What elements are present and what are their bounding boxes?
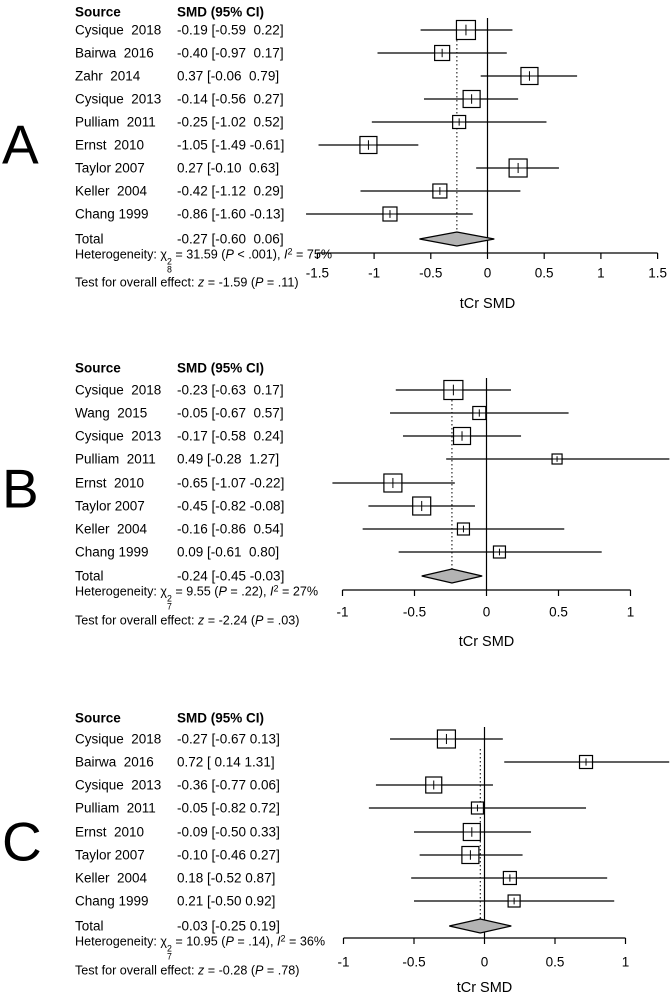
study-smd-ci-value: 0.49 [-0.28 1.27] [177,451,280,467]
study-source-label: Zahr 2014 [75,68,141,84]
x-axis-tick-label: -1 [337,954,350,970]
x-axis-tick-label: 0 [483,265,492,281]
study-source-label: Cysique 2013 [75,428,162,444]
x-axis-title: tCr SMD [458,633,515,650]
column-header-smd-c: SMD (95% CI) [177,710,265,726]
study-smd-ci-value: 0.21 [-0.50 0.92] [177,893,276,909]
study-smd-ci-value: -0.25 [-1.02 0.52] [177,114,284,130]
study-smd-ci-value: -0.45 [-0.82 -0.08] [177,498,285,514]
column-header-source-c: Source [75,710,121,726]
study-smd-ci-value: 0.18 [-0.52 0.87] [177,870,276,886]
study-source-label: Ernst 2010 [75,137,145,153]
x-axis-tick-label: -1 [336,604,349,620]
study-smd-ci-value: -0.40 [-0.97 0.17] [177,45,284,61]
panel-letter-b: B [2,457,39,520]
study-smd-ci-value: 0.09 [-0.61 0.80] [177,544,280,560]
study-source-label: Ernst 2010 [75,475,145,491]
study-source-label: Cysique 2018 [75,731,162,747]
total-label: Total [75,918,104,934]
x-axis-tick-label: -0.5 [419,265,443,281]
study-source-label: Keller 2004 [75,870,148,886]
study-source-label: Chang 1999 [75,544,149,560]
total-smd-ci-value: -0.27 [-0.60 0.06] [177,231,284,247]
overall-effect-test: Test for overall effect: z = -1.59 (P = … [75,275,299,290]
study-source-label: Cysique 2013 [75,91,162,107]
total-label: Total [75,568,104,584]
total-label: Total [75,231,104,247]
column-header-source-b: Source [75,360,121,376]
study-smd-ci-value: -0.05 [-0.82 0.72] [177,800,280,816]
overall-effect-test: Test for overall effect: z = -2.24 (P = … [75,613,300,628]
study-source-label: Bairwa 2016 [75,45,154,61]
column-header-smd-b: SMD (95% CI) [177,360,265,376]
x-axis-title: tCr SMD [459,295,516,312]
column-header-source-a: Source [75,4,121,20]
x-axis-tick-label: -1 [368,265,381,281]
study-source-label: Chang 1999 [75,206,149,222]
x-axis-tick-label: 1.5 [648,265,667,281]
study-source-label: Cysique 2018 [75,382,162,398]
panel-letter-c: C [2,810,42,873]
study-smd-ci-value: -1.05 [-1.49 -0.61] [177,137,285,153]
study-source-label: Keller 2004 [75,521,148,537]
study-source-label: Taylor 2007 [75,498,145,514]
x-axis-tick-label: 0 [482,604,491,620]
study-source-label: Bairwa 2016 [75,754,154,770]
study-smd-ci-value: -0.36 [-0.77 0.06] [177,777,280,793]
study-source-label: Wang 2015 [75,405,148,421]
x-axis-title: tCr SMD [456,979,513,996]
x-axis-tick-label: 0.5 [534,265,554,281]
x-axis-tick-label: 0 [480,954,489,970]
study-smd-ci-value: -0.05 [-0.67 0.57] [177,405,284,421]
study-source-label: Ernst 2010 [75,824,145,840]
x-axis-tick-label: -1.5 [305,265,330,281]
x-axis-tick-label: -0.5 [402,604,427,620]
x-axis-tick-label: 1 [626,604,635,620]
study-smd-ci-value: -0.27 [-0.67 0.13] [177,731,280,747]
study-smd-ci-value: -0.23 [-0.63 0.17] [177,382,284,398]
study-source-label: Keller 2004 [75,183,148,199]
pooled-diamond [449,918,512,934]
study-smd-ci-value: 0.27 [-0.10 0.63] [177,160,280,176]
study-smd-ci-value: -0.19 [-0.59 0.22] [177,22,284,38]
study-smd-ci-value: -0.10 [-0.46 0.27] [177,847,280,863]
x-axis-tick-label: 0.5 [549,604,568,620]
panel-letter-a: A [2,113,39,176]
study-source-label: Pulliam 2011 [75,800,156,816]
study-smd-ci-value: -0.14 [-0.56 0.27] [177,91,284,107]
total-smd-ci-value: -0.24 [-0.45 -0.03] [177,568,285,584]
study-smd-ci-value: -0.09 [-0.50 0.33] [177,824,280,840]
study-source-label: Cysique 2018 [75,22,162,38]
study-source-label: Pulliam 2011 [75,114,156,130]
study-source-label: Taylor 2007 [75,847,145,863]
study-source-label: Chang 1999 [75,893,149,909]
x-axis-tick-label: 0.5 [545,954,565,970]
column-header-smd-a: SMD (95% CI) [177,4,265,20]
study-smd-ci-value: 0.72 [ 0.14 1.31] [177,754,275,770]
study-smd-ci-value: -0.16 [-0.86 0.54] [177,521,284,537]
study-source-label: Cysique 2013 [75,777,162,793]
total-smd-ci-value: -0.03 [-0.25 0.19] [177,918,280,934]
study-source-label: Taylor 2007 [75,160,145,176]
x-axis-tick-label: -0.5 [402,954,426,970]
study-smd-ci-value: -0.65 [-1.07 -0.22] [177,475,285,491]
x-axis-tick-label: 1 [621,954,630,970]
study-smd-ci-value: 0.37 [-0.06 0.79] [177,68,280,84]
overall-effect-test: Test for overall effect: z = -0.28 (P = … [75,963,300,978]
pooled-diamond [421,568,483,584]
x-axis-tick-label: 1 [597,265,605,281]
study-smd-ci-value: -0.17 [-0.58 0.24] [177,428,284,444]
study-source-label: Pulliam 2011 [75,451,156,467]
pooled-diamond [419,231,495,247]
study-smd-ci-value: -0.86 [-1.60 -0.13] [177,206,285,222]
study-smd-ci-value: -0.42 [-1.12 0.29] [177,183,284,199]
